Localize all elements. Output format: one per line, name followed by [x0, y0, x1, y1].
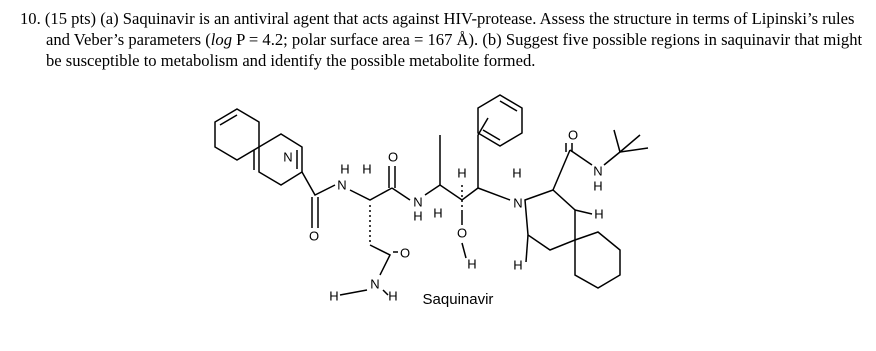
question-text: (15 pts) (a) Saquinavir is an antiviral …: [44, 9, 855, 49]
atom-label: H: [362, 161, 371, 176]
atom-label: H: [413, 208, 422, 223]
atom-label: N: [413, 194, 422, 209]
atom-label: N: [370, 276, 379, 291]
ring: [524, 189, 576, 251]
ring: [477, 94, 523, 147]
atom-label: H: [467, 256, 476, 271]
atom-label: O: [309, 228, 319, 243]
atom-label: N: [283, 149, 292, 164]
atom-label: H: [388, 288, 397, 303]
atom-label: H: [329, 288, 338, 303]
bond: [349, 187, 393, 201]
atom-label: H: [512, 165, 521, 180]
question-text: P = 4.2; polar surface area = 167 Å). (b…: [46, 30, 863, 70]
ring: [574, 231, 621, 289]
atom-label: O: [388, 149, 398, 164]
atom-label: H: [594, 206, 603, 221]
atom-label: H: [593, 178, 602, 193]
atom-label: H: [433, 205, 442, 220]
atom-label: O: [457, 225, 467, 240]
ring: [214, 108, 260, 161]
atom-label: N: [337, 177, 346, 192]
atom-label: H: [457, 165, 466, 180]
question-number: 10.: [20, 9, 41, 28]
bonds: [214, 94, 649, 296]
atom-label: N: [513, 195, 522, 210]
question: 10. (15 pts) (a) Saquinavir is an antivi…: [20, 8, 866, 71]
bond: [369, 244, 392, 276]
atom-label: H: [340, 161, 349, 176]
question-italic: log: [210, 30, 233, 49]
atom-label: H: [513, 257, 522, 272]
bond: [301, 171, 336, 196]
bond: [424, 184, 479, 201]
atom-label: N: [593, 163, 602, 178]
atom-label: O: [400, 245, 410, 260]
structure-name: Saquinavir: [423, 291, 494, 308]
ring: [258, 133, 303, 186]
atom-label: O: [568, 127, 578, 142]
